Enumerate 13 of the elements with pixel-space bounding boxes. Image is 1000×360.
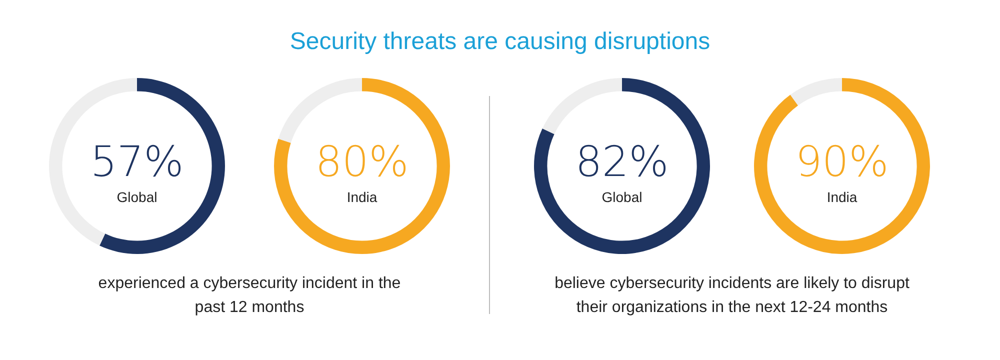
text: Security threats are causing disruptions bbox=[288, 28, 712, 56]
slice-label: India bbox=[826, 189, 858, 205]
slice-label: India bbox=[346, 189, 378, 205]
text: believe cybersecurity incidents are likely to disrupt bbox=[554, 274, 910, 294]
data-label: 80% bbox=[315, 137, 409, 186]
text: experienced a cybersecurity incident in the bbox=[97, 274, 402, 294]
slice-label: Global bbox=[602, 189, 642, 205]
text: their organizations in the next 12-24 months bbox=[575, 298, 889, 318]
data-label: 82% bbox=[575, 137, 669, 186]
data-label: 90% bbox=[795, 137, 889, 186]
text: past 12 months bbox=[194, 298, 306, 318]
slice-label: Global bbox=[116, 189, 158, 205]
data-label: 57% bbox=[90, 137, 184, 186]
